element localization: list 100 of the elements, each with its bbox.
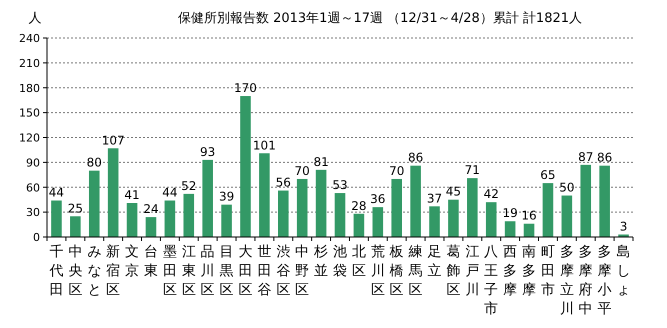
x-tick-label: 大田区 [238, 244, 252, 298]
data-label: 87 [578, 150, 594, 164]
x-tick-label: 千代田 [48, 244, 64, 298]
bar [580, 164, 592, 237]
x-tick-label: 板橋区 [388, 244, 404, 298]
data-label: 3 [620, 220, 628, 234]
data-label: 107 [102, 133, 125, 148]
bar [278, 190, 289, 237]
x-tick-label: 新宿区 [106, 244, 120, 298]
data-label: 86 [597, 150, 612, 165]
data-label: 42 [484, 187, 499, 202]
chart-title: 保健所別報告数 2013年1週～17週 （12/31～4/28）累計 計1821人 [178, 11, 582, 26]
data-label: 41 [124, 188, 140, 202]
bar [524, 224, 534, 237]
bar [334, 193, 346, 237]
x-tick-label: 池袋 [333, 244, 347, 279]
bar [316, 170, 326, 237]
x-tick-label: 西多摩 [503, 244, 518, 298]
x-tick-label: 渋谷区 [276, 244, 290, 298]
data-label: 70 [389, 164, 404, 178]
data-label: 86 [408, 150, 424, 165]
data-label: 80 [86, 156, 102, 170]
x-tick-label: 南多摩 [522, 244, 536, 298]
bar [354, 214, 364, 237]
x-tick-label: 多摩立川 [560, 244, 574, 317]
data-label: 65 [540, 168, 556, 182]
y-tick-label: 90 [26, 156, 40, 170]
y-tick-label: 210 [19, 56, 40, 70]
x-tick-label: 葛飾区 [446, 244, 460, 298]
bar [202, 160, 213, 237]
bar [429, 206, 440, 237]
data-label: 71 [464, 163, 480, 178]
y-tick-label: 120 [19, 132, 40, 144]
x-tick-label: 世田谷 [257, 244, 272, 298]
data-label: 25 [68, 201, 83, 216]
bar [51, 200, 62, 237]
x-tick-label: みなと [87, 244, 102, 298]
bar [259, 153, 270, 237]
data-label: 37 [426, 191, 442, 206]
bar [108, 148, 118, 237]
bar [88, 170, 100, 237]
x-tick-label: 町田市 [540, 244, 555, 298]
x-tick-label: 足立 [428, 244, 442, 279]
y-tick-label: 0 [33, 231, 40, 244]
data-label: 36 [370, 192, 386, 206]
x-tick-label: 杉並 [313, 244, 328, 279]
x-tick-label: 文京 [125, 244, 140, 279]
bar [599, 166, 610, 237]
data-label: 44 [48, 186, 64, 200]
data-label: 16 [521, 208, 537, 223]
y-tick-label: 240 [19, 32, 40, 45]
data-label: 93 [200, 144, 216, 159]
y-tick-label: 30 [26, 206, 40, 220]
bar [410, 166, 421, 237]
x-tick-label: 北区 [352, 244, 366, 279]
x-tick-label: 中央区 [68, 244, 82, 298]
data-label: 101 [252, 138, 276, 152]
bar [70, 216, 81, 237]
bar [146, 217, 156, 237]
bar [448, 200, 459, 237]
data-label: 170 [234, 81, 257, 96]
x-tick-label: 練馬区 [408, 244, 423, 298]
x-tick-label: 多摩小平 [598, 244, 612, 317]
data-label: 53 [332, 178, 348, 192]
data-label: 44 [162, 186, 178, 200]
data-label: 50 [559, 180, 574, 195]
data-label: 45 [446, 184, 462, 199]
x-tick-label: 台東 [144, 244, 158, 279]
y-tick-label: 60 [26, 181, 40, 194]
bar [391, 178, 402, 237]
x-tick-label: 江戸川 [465, 244, 480, 298]
data-label: 28 [351, 198, 367, 213]
bar [240, 96, 251, 237]
x-tick-label: 品川区 [200, 244, 215, 298]
y-tick-label: 150 [19, 106, 40, 120]
bar [164, 200, 176, 237]
bar [504, 221, 516, 237]
y-axis-title: 人 [28, 11, 42, 26]
bar [562, 196, 572, 237]
bar [486, 202, 497, 237]
bar [126, 203, 138, 237]
bar [542, 183, 554, 237]
x-tick-label: 江東区 [182, 244, 196, 298]
x-tick-label: 荒川区 [370, 244, 385, 298]
bar [296, 178, 308, 237]
x-tick-label: 島しょ [616, 244, 631, 298]
y-tick-label: 180 [19, 82, 40, 95]
data-label: 19 [502, 206, 518, 220]
x-tick-label: 多摩府中 [578, 244, 593, 317]
bar [372, 207, 384, 237]
data-label: 24 [143, 202, 159, 216]
x-tick-label: 墨田区 [162, 244, 177, 298]
x-tick-label: 八王子市 [484, 244, 498, 317]
bar [183, 194, 194, 237]
data-label: 56 [276, 176, 291, 190]
bar [467, 178, 478, 237]
data-label: 70 [294, 164, 310, 178]
x-tick-label: 中野区 [295, 244, 310, 298]
bar [221, 204, 232, 237]
data-label: 52 [181, 178, 196, 193]
